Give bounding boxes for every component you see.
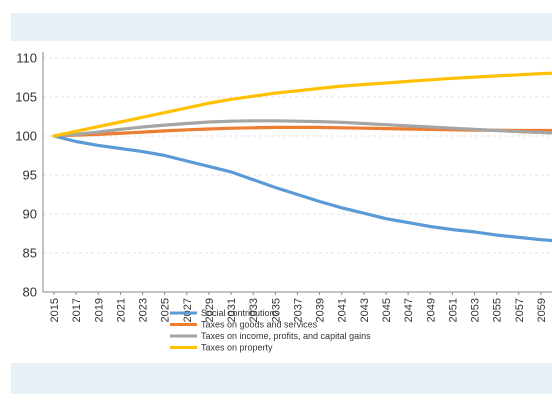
x-tick-label: 2057 bbox=[514, 298, 526, 322]
x-tick-label: 2051 bbox=[447, 298, 459, 322]
x-tick-label: 2017 bbox=[71, 298, 83, 322]
x-axis: 2015 2017 2019 2021 2023 2025 2027 2029 2031 2033… bbox=[43, 291, 552, 322]
x-tick-label: 2023 bbox=[138, 298, 150, 322]
x-tick-label: 2025 bbox=[160, 298, 172, 322]
x-tick-label: 2053 bbox=[470, 298, 482, 322]
series-line-3 bbox=[52, 119, 552, 138]
y-tick-label: 90 bbox=[23, 207, 37, 222]
x-tick-label: 2049 bbox=[425, 298, 437, 322]
x-tick-label: 2041 bbox=[337, 298, 349, 322]
gridlines bbox=[43, 57, 552, 254]
x-tick-label: 2059 bbox=[536, 298, 548, 322]
top-banner-band bbox=[11, 13, 552, 41]
y-tick-label: 110 bbox=[16, 51, 37, 66]
x-tick-label: 2035 bbox=[270, 298, 282, 322]
series-line-4 bbox=[52, 71, 552, 138]
y-tick-label: 85 bbox=[23, 246, 37, 261]
x-tick-label: 2027 bbox=[182, 298, 194, 322]
y-axis: 80 85 90 95 100 105 110 bbox=[15, 51, 44, 300]
x-tick-label: 2037 bbox=[292, 298, 304, 322]
x-tick-label: 2021 bbox=[115, 298, 127, 322]
legend: Social contributions Taxes on goods and s… bbox=[170, 308, 371, 353]
x-tick-label: 2015 bbox=[49, 298, 61, 322]
y-tick-label: 95 bbox=[23, 168, 37, 183]
x-tick-label: 2055 bbox=[492, 298, 504, 322]
x-tick-label: 2033 bbox=[248, 298, 260, 322]
x-tick-label: 2047 bbox=[403, 298, 415, 322]
legend-label: Taxes on property bbox=[201, 343, 273, 353]
x-tick-label: 2031 bbox=[226, 298, 238, 322]
legend-label: Taxes on income, profits, and capital ga… bbox=[201, 331, 371, 341]
y-tick-label: 105 bbox=[15, 90, 37, 105]
series-lines bbox=[52, 71, 552, 243]
x-tick-label: 2039 bbox=[315, 298, 327, 322]
y-tick-label: 80 bbox=[23, 285, 37, 300]
x-tick-label: 2043 bbox=[359, 298, 371, 322]
x-tick-label: 2019 bbox=[93, 298, 105, 322]
legend-label: Social contributions bbox=[201, 308, 280, 318]
x-tick-label: 2029 bbox=[204, 298, 216, 322]
bottom-banner-band bbox=[11, 363, 552, 394]
legend-label: Taxes on goods and services bbox=[201, 320, 318, 330]
y-tick-label: 100 bbox=[15, 129, 37, 144]
x-tick-label: 2045 bbox=[381, 298, 393, 322]
series-line-1 bbox=[52, 134, 552, 243]
